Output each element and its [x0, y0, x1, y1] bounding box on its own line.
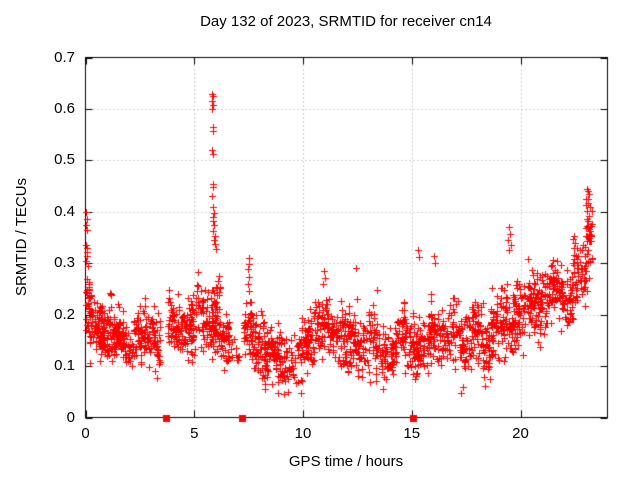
x-tick-label: 20	[512, 425, 529, 442]
y-tick-label: 0.2	[54, 305, 75, 323]
y-tick-label: 0.4	[54, 202, 75, 220]
y-tick-label: 0.1	[54, 357, 75, 375]
chart-title: Day 132 of 2023, SRMTID for receiver cn1…	[200, 13, 492, 30]
y-tick-label: 0.7	[54, 48, 75, 66]
y-tick-label: 0	[66, 408, 75, 426]
y-tick-label: 0.5	[54, 151, 75, 169]
x-tick-label: 15	[403, 425, 421, 442]
x-tick-label: 0	[81, 425, 90, 442]
x-tick-label: 5	[190, 425, 199, 442]
y-tick-label: 0.6	[54, 99, 75, 117]
y-tick-label: 0.3	[54, 254, 75, 272]
x-tick-label: 10	[294, 425, 312, 442]
x-axis-label: GPS time / hours	[288, 453, 404, 470]
